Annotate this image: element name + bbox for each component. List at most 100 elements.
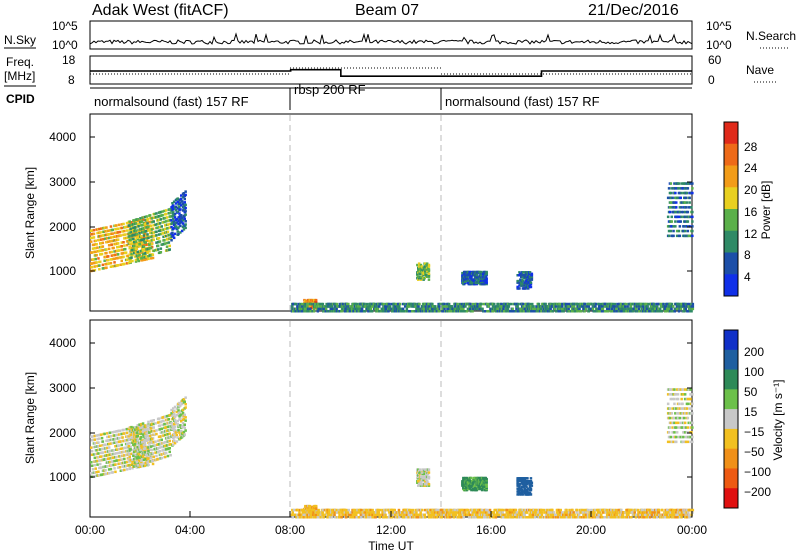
scatter-cell [678, 210, 682, 214]
scatter-cell [141, 237, 144, 240]
scatter-cell [508, 302, 511, 306]
scatter-cell [567, 310, 570, 313]
scatter-cell [122, 222, 125, 226]
scatter-cell [135, 219, 139, 223]
power-cbar-label: Power [dB] [759, 181, 773, 240]
scatter-cell [381, 307, 385, 311]
scatter-cell [376, 513, 379, 517]
scatter-cell [350, 307, 354, 311]
scatter-cell [107, 457, 111, 460]
scatter-cell [111, 265, 114, 268]
scatter-cell [391, 508, 394, 512]
scatter-cell [180, 194, 183, 197]
scatter-cell [104, 443, 107, 446]
scatter-cell [136, 236, 139, 239]
scatter-cell [122, 465, 125, 468]
scatter-cell [133, 448, 136, 451]
scatter-cell [631, 310, 634, 313]
scatter-cell [674, 210, 677, 214]
scatter-cell [576, 310, 579, 313]
scatter-cell [322, 516, 325, 519]
scatter-cell [298, 307, 302, 311]
scatter-cell [169, 237, 172, 240]
scatter-cell [403, 516, 406, 519]
scatter-cell [558, 310, 561, 313]
scatter-cell [117, 245, 121, 249]
scatter-cell [91, 468, 95, 471]
scatter-cell [529, 480, 533, 483]
scatter-cell [150, 437, 154, 441]
cpid-label: CPID [6, 92, 35, 106]
scatter-cell [335, 307, 338, 311]
scatter-cell [180, 214, 183, 217]
scatter-cell [165, 241, 169, 245]
scatter-cell [164, 433, 167, 437]
scatter-cell [136, 462, 140, 465]
scatter-cell [530, 278, 534, 281]
scatter-cell [172, 407, 175, 410]
scatter-cell [691, 302, 695, 306]
scatter-cell [91, 247, 95, 250]
scatter-cell [553, 307, 557, 311]
scatter-cell [131, 463, 134, 466]
scatter-cell [679, 388, 682, 391]
scatter-cell [144, 461, 147, 465]
scatter-cell [94, 467, 97, 470]
scatter-cell [98, 227, 101, 231]
scatter-cell [335, 508, 338, 512]
scatter-cell [393, 508, 396, 512]
scatter-cell [166, 230, 170, 234]
scatter-cell [123, 432, 126, 435]
scatter-cell [184, 396, 187, 399]
scatter-cell [385, 508, 388, 512]
scatter-cell [528, 302, 531, 306]
scatter-cell [98, 264, 101, 267]
scatter-cell [516, 285, 519, 289]
scatter-cell [116, 227, 120, 230]
scatter-cell [416, 263, 419, 267]
scatter-cell [530, 275, 534, 278]
scatter-cell [97, 441, 100, 444]
scatter-cell [523, 487, 526, 490]
scatter-cell [578, 310, 582, 313]
scatter-cell [500, 305, 504, 308]
scatter-cell [129, 433, 132, 436]
scatter-cell [133, 439, 137, 442]
power-cbar-tick-12: 12 [744, 227, 758, 241]
scatter-cell [156, 446, 160, 450]
scatter-cell [614, 305, 617, 308]
scatter-cell [147, 236, 150, 240]
scatter-cell [685, 435, 689, 439]
scatter-cell [95, 449, 98, 452]
scatter-cell [521, 275, 525, 278]
scatter-cell [179, 417, 182, 420]
scatter-cell [120, 223, 123, 226]
scatter-cell [531, 302, 534, 306]
scatter-cell [354, 516, 357, 519]
scatter-cell [102, 237, 105, 241]
scatter-cell [678, 187, 682, 190]
scatter-cell [362, 513, 365, 517]
scatter-cell [408, 511, 411, 514]
scatter-cell [577, 307, 580, 311]
scatter-cell [378, 513, 381, 517]
scatter-cell [312, 307, 316, 311]
scatter-cell [675, 201, 678, 204]
scatter-cell [425, 480, 429, 483]
scatter-cell [123, 237, 126, 240]
scatter-cell [173, 441, 177, 445]
scatter-cell [127, 445, 131, 448]
scatter-cell [689, 182, 692, 185]
nsky-tick-bottom-right: 10^0 [706, 38, 732, 52]
scatter-cell [369, 513, 373, 517]
scatter-cell [317, 516, 320, 519]
scatter-cell [134, 240, 138, 243]
scatter-cell [369, 310, 372, 313]
scatter-cell [307, 511, 310, 514]
scatter-cell [309, 310, 312, 313]
scatter-cell [182, 430, 186, 434]
nsky-trace [89, 32, 693, 45]
scatter-cell [302, 511, 305, 514]
scatter-cell [92, 258, 96, 261]
scatter-cell [475, 274, 479, 277]
